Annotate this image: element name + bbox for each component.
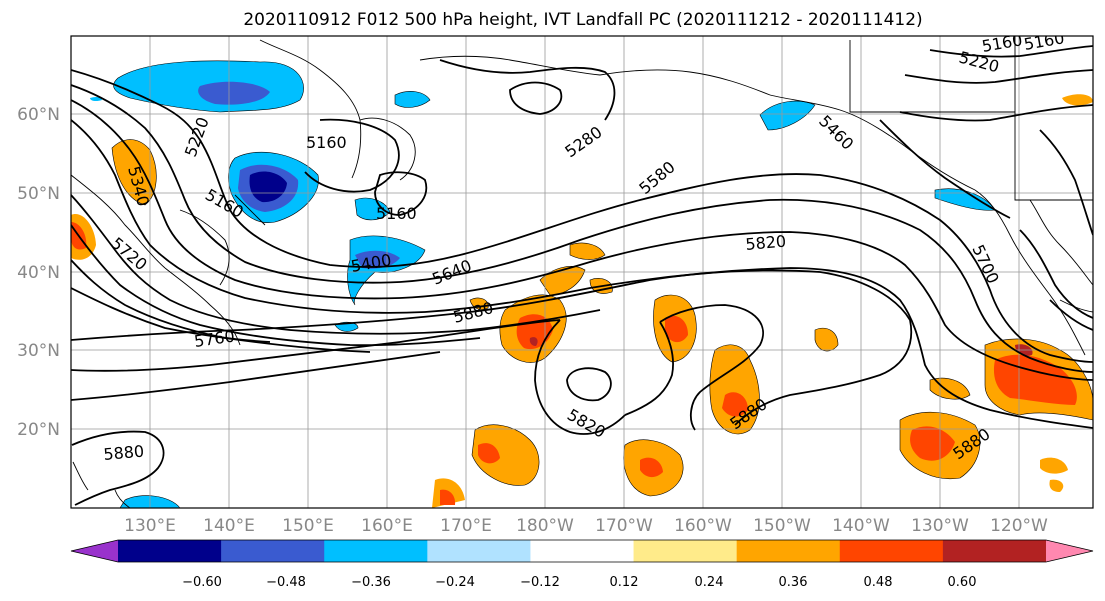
contour-label: 5160 (376, 204, 417, 223)
lat-label: 60°N (17, 105, 60, 125)
colorbar-tick-label: 0.12 (610, 575, 639, 590)
latitude-labels: 60°N 50°N 40°N 30°N 20°N (17, 105, 60, 440)
colorbar-tick-label: 0.48 (864, 575, 893, 590)
lon-label: 160°W (674, 516, 732, 536)
lon-label: 170°W (595, 516, 653, 536)
lon-label: 120°W (990, 516, 1048, 536)
map-area: 5160 5160 5160 5160 5160 5220 5220 5280 … (71, 36, 1093, 508)
lat-label: 20°N (17, 420, 60, 440)
longitude-labels: 130°E 140°E 150°E 160°E 170°E 180°W 170°… (124, 516, 1048, 536)
colorbar-segment (427, 540, 531, 562)
colorbar-segment (324, 540, 428, 562)
lon-label: 170°E (440, 516, 492, 536)
map-title: 2020110912 F012 500 hPa height, IVT Land… (243, 10, 922, 30)
colorbar-segment (736, 540, 841, 562)
colorbar-extend-low (71, 540, 118, 562)
lat-label: 40°N (17, 263, 60, 283)
colorbar-tick-label: −0.12 (520, 575, 560, 590)
colorbar-segment (942, 540, 1047, 562)
contour-label: 5160 (306, 133, 347, 152)
lon-label: 130°E (124, 516, 176, 536)
colorbar-tick-label: 0.24 (695, 575, 724, 590)
lon-label: 150°E (282, 516, 334, 536)
colorbar-tick-label: −0.24 (435, 575, 475, 590)
colorbar-outline (70, 539, 1094, 563)
height-contours (71, 45, 1093, 506)
colorbar-tick-label: −0.48 (266, 575, 306, 590)
lon-label: 180°W (516, 516, 574, 536)
colorbar-extend-high (1046, 540, 1093, 562)
lat-label: 50°N (17, 184, 60, 204)
lon-label: 130°W (911, 516, 969, 536)
lon-label: 140°W (832, 516, 890, 536)
map-frame (70, 35, 1094, 509)
colorbar-segment (530, 540, 635, 562)
lon-label: 140°E (203, 516, 255, 536)
colorbar-tick-label: −0.36 (351, 575, 391, 590)
colorbar (70, 539, 1094, 563)
colorbar-tick-label: −0.60 (182, 575, 222, 590)
contour-label: 5820 (745, 232, 787, 254)
map-gridlines (71, 36, 1093, 508)
colorbar-segment (839, 540, 944, 562)
colorbar-tick-label: 0.60 (948, 575, 977, 590)
contour-label: 5880 (103, 442, 145, 464)
colorbar-tick-label: 0.36 (779, 575, 808, 590)
colorbar-segment (118, 540, 222, 562)
lon-label: 150°W (753, 516, 811, 536)
colorbar-segment (633, 540, 738, 562)
colorbar-tick-labels: −0.60 −0.48 −0.36 −0.24 −0.12 0.12 0.24 … (182, 575, 976, 590)
ivt-negative-shading (90, 60, 1093, 508)
lon-label: 160°E (361, 516, 413, 536)
lat-label: 30°N (17, 341, 60, 361)
coastlines (71, 36, 1093, 508)
colorbar-segment (221, 540, 325, 562)
